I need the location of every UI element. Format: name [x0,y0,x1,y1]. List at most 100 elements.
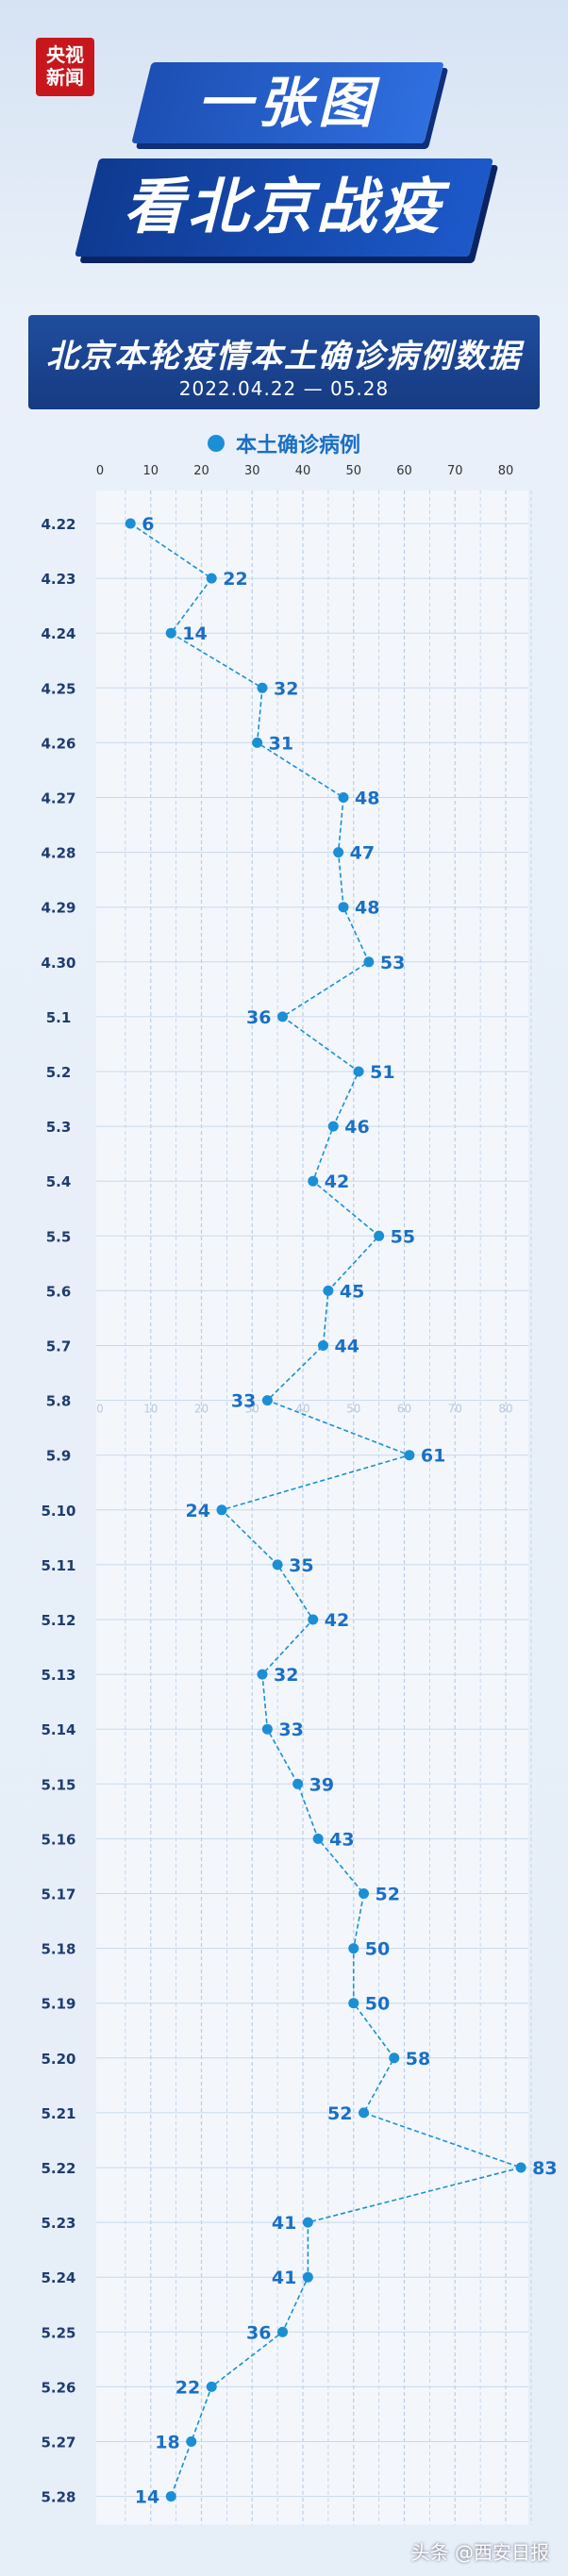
x-tick-label-repeat: 70 [448,1403,462,1416]
x-tick-label-repeat: 30 [245,1403,259,1416]
logo-line-1: 央视 [46,43,84,66]
y-category-label: 5.12 [41,1612,75,1629]
y-category-label: 5.23 [41,2215,75,2232]
x-tick-label-repeat: 0 [96,1403,104,1416]
data-point [338,792,349,803]
data-point [318,1340,328,1351]
data-value-label: 46 [344,1117,369,1138]
y-category-label: 5.8 [46,1393,72,1410]
data-point [257,682,268,693]
data-point [125,518,136,529]
data-point [165,627,176,639]
y-category-label: 5.22 [41,2160,75,2177]
y-category-label: 5.26 [41,2379,75,2396]
x-tick-label: 20 [193,464,209,478]
y-category-label: 5.13 [41,1667,75,1684]
y-category-label: 5.5 [46,1228,72,1245]
data-value-label: 24 [186,1501,210,1521]
data-point [348,1998,359,2009]
data-point [359,2107,369,2119]
data-point [261,1395,273,1406]
cctv-news-logo: 央视 新闻 [36,38,94,96]
logo-line-2: 新闻 [46,66,84,89]
y-category-label: 5.2 [46,1064,72,1081]
data-value-label: 14 [135,2487,159,2508]
data-point [338,902,349,913]
data-point [363,956,375,968]
y-category-label: 4.29 [41,900,75,917]
x-tick-label: 60 [396,464,412,478]
data-value-label: 61 [421,1446,445,1467]
footer-credit: 头条 @西安日报 [410,2541,549,2564]
data-value-label: 32 [274,1665,298,1686]
y-category-label: 5.18 [41,1941,75,1958]
data-value-label: 36 [246,1007,271,1028]
x-tick-label-repeat: 50 [346,1403,360,1416]
data-value-label: 43 [329,1829,354,1850]
data-point [302,2271,313,2283]
y-category-label: 5.11 [41,1557,75,1574]
data-value-label: 53 [380,953,405,973]
y-category-label: 5.21 [41,2105,75,2122]
data-value-label: 33 [231,1391,256,1412]
y-category-label: 5.15 [41,1776,75,1793]
y-category-label: 5.27 [41,2435,75,2451]
x-tick-label-repeat: 20 [194,1403,209,1416]
data-value-label: 47 [350,843,375,864]
data-point [186,2436,197,2447]
data-point [252,737,263,748]
x-tick-label: 70 [447,464,463,478]
data-value-label: 50 [365,1939,390,1960]
data-value-label: 52 [327,2103,352,2124]
x-tick-label-repeat: 60 [397,1403,411,1416]
data-value-label: 32 [274,678,298,699]
data-value-label: 41 [272,2213,296,2234]
y-category-label: 4.27 [41,790,75,807]
data-point [165,2491,176,2502]
data-point [312,1833,324,1844]
data-point [374,1230,385,1241]
y-category-label: 4.25 [41,680,75,697]
y-category-label: 5.4 [46,1173,72,1190]
data-value-label: 22 [175,2377,200,2398]
data-point [308,1175,319,1187]
x-tick-label: 0 [96,464,104,478]
y-category-label: 5.1 [46,1009,72,1026]
data-value-label: 50 [365,1994,390,2015]
y-category-label: 4.22 [41,516,75,533]
data-point [206,573,217,584]
data-value-label: 36 [246,2322,271,2343]
data-point [261,1723,273,1735]
data-value-label: 14 [182,623,207,644]
y-category-label: 4.24 [41,625,75,642]
legend-marker [207,435,225,452]
y-category-label: 5.14 [41,1721,75,1738]
data-point [302,2217,313,2228]
y-category-label: 5.7 [46,1338,72,1355]
data-point [327,1121,339,1132]
y-category-label: 5.28 [41,2489,75,2506]
x-tick-label: 30 [244,464,260,478]
data-point [389,2052,400,2064]
x-tick-label: 50 [345,464,361,478]
y-category-label: 5.25 [41,2324,75,2341]
data-point [404,1450,415,1461]
data-point [206,2381,217,2392]
data-value-label: 55 [391,1226,415,1247]
chart-title-bar: 北京本轮疫情本土确诊病例数据 2022.04.22 — 05.28 [28,315,540,409]
x-tick-label-repeat: 40 [295,1403,309,1416]
data-value-label: 52 [376,1885,400,1905]
data-point [333,847,344,858]
x-tick-label-repeat: 80 [498,1403,512,1416]
data-point [292,1778,304,1789]
y-category-label: 4.26 [41,735,75,752]
data-value-label: 44 [335,1337,359,1357]
y-category-label: 5.16 [41,1831,75,1848]
y-category-label: 5.6 [46,1283,72,1300]
y-category-label: 5.10 [41,1503,75,1520]
data-value-label: 6 [142,514,154,535]
chart-date-range: 2022.04.22 — 05.28 [178,377,390,400]
y-category-label: 5.9 [46,1448,72,1465]
